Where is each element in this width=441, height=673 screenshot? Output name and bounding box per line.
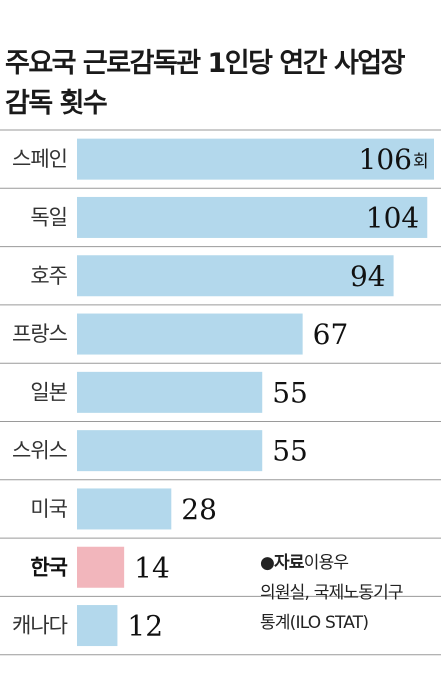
source-note: ●자료이용우 의원실, 국제노동기구 통계(ILO STAT) <box>260 548 440 638</box>
bar-1 <box>77 196 428 238</box>
value-label: 104 <box>366 201 419 234</box>
value-label: 12 <box>127 610 163 643</box>
category-label: 캐나다 <box>12 614 68 638</box>
bar-8 <box>77 605 118 647</box>
category-label: 일본 <box>30 380 67 404</box>
unit-label: 회 <box>413 152 429 172</box>
category-label: 미국 <box>30 497 67 521</box>
source-bullet-icon: ● <box>260 553 275 573</box>
bar-0 <box>77 138 434 180</box>
chart-title: 주요국 근로감독관 1인당 연간 사업장 감독 횟수 <box>5 48 406 119</box>
bar-2 <box>77 255 394 297</box>
bar-3 <box>77 313 303 355</box>
value-label: 55 <box>272 435 308 468</box>
category-label: 호주 <box>30 264 67 288</box>
value-label: 106 <box>359 143 412 176</box>
bar-4 <box>77 371 263 413</box>
source-line-1: 이용우 <box>303 553 349 573</box>
category-label: 한국 <box>30 555 67 579</box>
value-label: 94 <box>350 260 386 293</box>
bar-7 <box>77 546 125 588</box>
source-line-2: 의원실, 국제노동기구 <box>260 583 404 603</box>
value-label: 28 <box>181 493 217 526</box>
category-label: 스페인 <box>12 147 67 171</box>
bar-5 <box>77 430 263 472</box>
value-label: 14 <box>134 551 170 584</box>
bar-6 <box>77 488 172 530</box>
category-label: 스위스 <box>12 439 68 463</box>
category-label: 프랑스 <box>12 322 68 346</box>
value-label: 67 <box>313 318 349 351</box>
value-label: 55 <box>272 376 308 409</box>
source-label: 자료 <box>274 553 304 573</box>
category-label: 독일 <box>30 205 67 229</box>
source-line-3: 통계(ILO STAT) <box>260 613 369 633</box>
